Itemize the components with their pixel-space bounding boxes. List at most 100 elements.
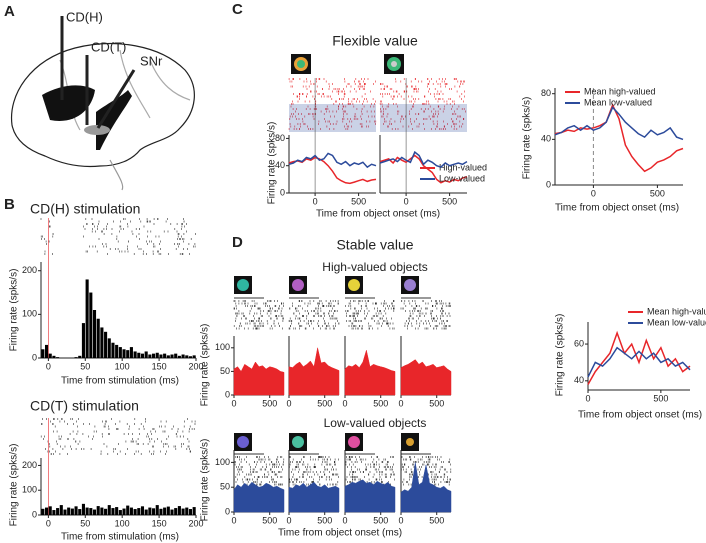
- section-title: Stable value: [336, 237, 413, 253]
- brain-label: CD(H): [66, 9, 103, 24]
- bar: [188, 356, 193, 358]
- legend-label: Mean low-valued: [647, 317, 706, 327]
- bar: [144, 351, 148, 358]
- bar: [170, 354, 174, 358]
- x-tick-label: 500: [262, 515, 277, 525]
- x-tick-label: 500: [262, 398, 277, 408]
- bar: [104, 331, 108, 358]
- x-tick-label: 0: [585, 393, 590, 403]
- y-tick-label: 0: [32, 509, 37, 519]
- y-axis-label: Firing rate (spks/s): [522, 97, 533, 180]
- x-axis-label: Time from object onset (ms): [555, 203, 679, 214]
- caudate-tail: [96, 90, 132, 150]
- area: [288, 347, 340, 396]
- bar: [56, 508, 60, 515]
- y-tick-label: 40: [541, 134, 551, 144]
- raster: [345, 300, 395, 330]
- bar: [118, 347, 122, 358]
- section-title: Low-valued objects: [324, 416, 427, 430]
- bar: [85, 279, 89, 358]
- bar: [137, 508, 141, 515]
- bar: [155, 352, 159, 358]
- x-tick-label: 0: [591, 188, 596, 198]
- x-tick-label: 0: [313, 196, 318, 206]
- bar: [89, 508, 93, 515]
- x-axis-label: Time from stimulation (ms): [61, 376, 179, 387]
- area: [400, 359, 452, 396]
- x-tick-label: 0: [342, 398, 347, 408]
- bar: [115, 507, 119, 515]
- bar: [181, 508, 185, 515]
- panel-label: C: [232, 1, 243, 18]
- bar: [126, 350, 130, 358]
- bar: [159, 508, 163, 515]
- bar: [177, 355, 181, 358]
- y-tick-label: 100: [22, 485, 37, 495]
- bar: [129, 507, 133, 515]
- bar: [44, 507, 49, 515]
- y-tick-label: 50: [220, 366, 230, 376]
- x-tick-label: 500: [373, 398, 388, 408]
- bar: [192, 507, 196, 515]
- bar: [152, 508, 156, 515]
- x-tick-label: 200: [188, 518, 203, 528]
- raster-band: [289, 104, 376, 132]
- bar: [185, 507, 189, 515]
- bar: [111, 508, 115, 515]
- bar: [166, 355, 170, 358]
- legend-label: High-valued: [439, 162, 487, 172]
- y-tick-label: 0: [280, 187, 285, 197]
- x-tick-label: 0: [398, 398, 403, 408]
- object-icons: [234, 54, 419, 451]
- bar: [144, 509, 148, 515]
- x-axis-label: Time from object onset (ms): [278, 528, 402, 539]
- line: [587, 346, 691, 378]
- x-axis-label: Time from object onset (ms): [316, 209, 440, 220]
- bar: [177, 506, 181, 515]
- raster: [288, 78, 377, 130]
- y-tick-label: 50: [220, 482, 230, 492]
- raster-band: [380, 104, 467, 132]
- bar: [85, 507, 89, 515]
- x-tick-label: 100: [115, 518, 130, 528]
- y-tick-label: 40: [574, 375, 584, 385]
- y-tick-label: 80: [541, 88, 551, 98]
- x-tick-label: 0: [46, 361, 51, 371]
- y-tick-label: 100: [215, 342, 230, 352]
- y-tick-label: 0: [546, 179, 551, 189]
- brain-label: CD(T): [91, 39, 126, 54]
- bar: [137, 352, 141, 358]
- x-tick-label: 0: [398, 515, 403, 525]
- x-tick-label: 50: [80, 518, 90, 528]
- bar: [148, 507, 152, 515]
- area: [233, 361, 285, 396]
- x-axis-label: Time from stimulation (ms): [61, 532, 179, 543]
- bar: [126, 505, 130, 515]
- y-tick-label: 0: [225, 506, 230, 516]
- x-tick-label: 150: [152, 361, 167, 371]
- y-axis-label: Firing rate (spks/s): [9, 444, 20, 527]
- bar: [56, 357, 60, 358]
- panel-label: B: [4, 196, 15, 213]
- y-tick-label: 100: [215, 457, 230, 467]
- bar: [148, 354, 152, 358]
- bar: [192, 355, 196, 358]
- y-tick-label: 80: [275, 133, 285, 143]
- x-tick-label: 0: [404, 196, 409, 206]
- line: [379, 150, 468, 168]
- raster: [233, 456, 285, 486]
- bar: [111, 342, 115, 358]
- y-tick-label: 0: [225, 389, 230, 399]
- y-tick-label: 100: [22, 309, 37, 319]
- bar: [67, 507, 71, 515]
- bar: [107, 505, 111, 515]
- bar: [70, 508, 74, 515]
- raster: [344, 456, 395, 486]
- bar: [129, 347, 133, 358]
- x-tick-label: 150: [152, 518, 167, 528]
- x-tick-label: 50: [80, 361, 90, 371]
- bar: [118, 510, 122, 515]
- legend-label: Mean high-valued: [647, 306, 706, 316]
- x-tick-label: 500: [429, 515, 444, 525]
